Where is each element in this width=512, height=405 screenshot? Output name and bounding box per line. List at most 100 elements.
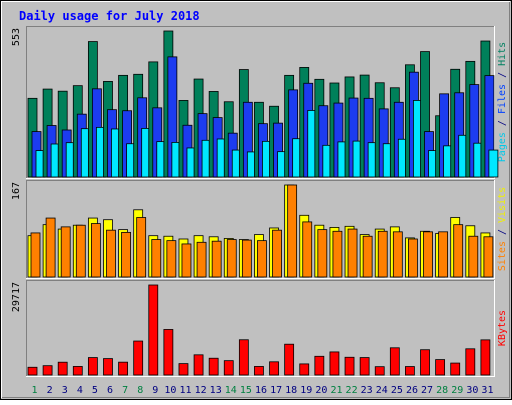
day-label-6: 6 — [107, 385, 113, 396]
day-label-9: 9 — [152, 385, 158, 396]
bar-kbytes-day-9 — [148, 284, 159, 376]
bar-kbytes-day-28 — [435, 359, 446, 376]
day-label-2: 2 — [47, 385, 53, 396]
day-label-13: 13 — [210, 385, 222, 396]
day-label-19: 19 — [300, 385, 312, 396]
bar-kbytes-day-29 — [450, 362, 461, 376]
bar-sites-day-16 — [257, 240, 267, 278]
bar-sites-day-4 — [75, 224, 86, 278]
legend-hits: Pages / Files / Hits — [497, 42, 508, 162]
bar-sites-day-2 — [45, 217, 56, 278]
bar-sites-day-22 — [347, 228, 358, 278]
panel-kbytes: 29717 KBytes — [11, 280, 508, 377]
day-label-3: 3 — [62, 385, 68, 396]
bar-sites-day-14 — [226, 239, 237, 278]
day-label-29: 29 — [451, 385, 463, 396]
legend-item: / — [497, 114, 508, 132]
bar-sites-day-27 — [423, 231, 433, 278]
bar-kbytes-day-16 — [254, 366, 264, 376]
bar-sites-day-28 — [438, 231, 449, 278]
day-label-28: 28 — [436, 385, 448, 396]
legend-item: Files — [497, 84, 508, 114]
bar-sites-day-5 — [90, 223, 101, 278]
bar-sites-day-26 — [408, 238, 418, 278]
chart-panels: 553 Pages / Files / Hits 167 Sites / Visits… — [11, 26, 508, 377]
bar-sites-day-29 — [453, 224, 464, 278]
bar-sites-day-30 — [468, 235, 479, 278]
day-label-22: 22 — [346, 385, 358, 396]
panel-visits: 167 Sites / Visits — [11, 180, 508, 279]
day-label-27: 27 — [421, 385, 433, 396]
bar-sites-day-7 — [121, 231, 131, 278]
day-axis: 1 2 3 4 5 6 7 8 9 10 11 12 13 14 15 16 17 18 19 20 21 22 23 24 2… — [32, 385, 494, 396]
legend-item: KBytes — [497, 310, 508, 346]
day-label-30: 30 — [466, 385, 478, 396]
axis-max-label-hits: 553 — [11, 28, 22, 46]
day-label-15: 15 — [240, 385, 252, 396]
day-label-10: 10 — [164, 385, 176, 396]
bar-kbytes-day-10 — [163, 329, 174, 376]
legend-kbytes: KBytes — [497, 310, 508, 346]
bar-kbytes-day-18 — [284, 343, 295, 376]
bar-kbytes-day-27 — [420, 349, 430, 376]
legend-item: Hits — [497, 42, 508, 66]
day-label-14: 14 — [225, 385, 237, 396]
day-label-21: 21 — [330, 385, 342, 396]
legend-item: Pages — [497, 132, 508, 162]
bar-kbytes-day-8 — [133, 340, 144, 376]
day-label-16: 16 — [255, 385, 267, 396]
bar-sites-day-6 — [106, 229, 116, 278]
bar-sites-day-3 — [60, 226, 71, 278]
bar-sites-day-10 — [166, 240, 177, 278]
bar-kbytes-day-5 — [87, 357, 98, 376]
day-label-4: 4 — [77, 385, 83, 396]
day-label-1: 1 — [32, 385, 38, 396]
bar-kbytes-day-7 — [118, 361, 128, 376]
bar-kbytes-day-4 — [72, 366, 83, 376]
bar-sites-day-18 — [287, 184, 298, 278]
bar-sites-day-19 — [302, 221, 313, 278]
bar-kbytes-day-26 — [405, 366, 415, 376]
day-label-24: 24 — [376, 385, 388, 396]
bar-kbytes-day-19 — [299, 363, 310, 376]
bar-kbytes-day-21 — [329, 351, 340, 376]
day-label-12: 12 — [195, 385, 207, 396]
bar-kbytes-day-3 — [57, 361, 68, 376]
bar-kbytes-day-11 — [178, 363, 189, 376]
bar-kbytes-day-2 — [42, 365, 53, 376]
day-label-11: 11 — [179, 385, 191, 396]
chart-title: Daily usage for July 2018 — [19, 9, 200, 23]
bar-kbytes-day-24 — [374, 366, 385, 376]
day-label-8: 8 — [137, 385, 143, 396]
day-label-7: 7 — [122, 385, 128, 396]
legend-item: / — [497, 223, 508, 241]
legend-item: Visits — [497, 187, 508, 223]
bar-kbytes-day-6 — [103, 358, 113, 376]
bar-kbytes-day-12 — [193, 354, 204, 376]
bar-kbytes-day-23 — [359, 357, 370, 376]
bar-sites-day-8 — [136, 217, 147, 278]
axis-max-label-visits: 167 — [11, 182, 22, 200]
bar-sites-day-13 — [211, 240, 222, 278]
bar-sites-day-21 — [332, 230, 343, 278]
bar-kbytes-day-15 — [238, 339, 249, 376]
bar-pages-day-31 — [488, 149, 499, 178]
bar-sites-day-20 — [317, 229, 328, 278]
legend-item: / — [497, 66, 508, 84]
bar-kbytes-day-1 — [27, 366, 38, 376]
day-label-5: 5 — [92, 385, 98, 396]
bar-sites-day-24 — [377, 230, 388, 278]
bar-sites-day-12 — [196, 241, 207, 278]
bar-kbytes-day-30 — [465, 348, 476, 376]
legend-item: Sites — [497, 241, 508, 271]
bar-sites-day-11 — [181, 243, 192, 278]
bar-sites-day-25 — [392, 231, 403, 278]
day-label-20: 20 — [315, 385, 327, 396]
day-label-26: 26 — [406, 385, 418, 396]
bar-kbytes-day-20 — [314, 355, 325, 376]
bar-sites-day-15 — [241, 239, 252, 278]
legend-visits: Sites / Visits — [497, 187, 508, 271]
day-label-18: 18 — [285, 385, 297, 396]
